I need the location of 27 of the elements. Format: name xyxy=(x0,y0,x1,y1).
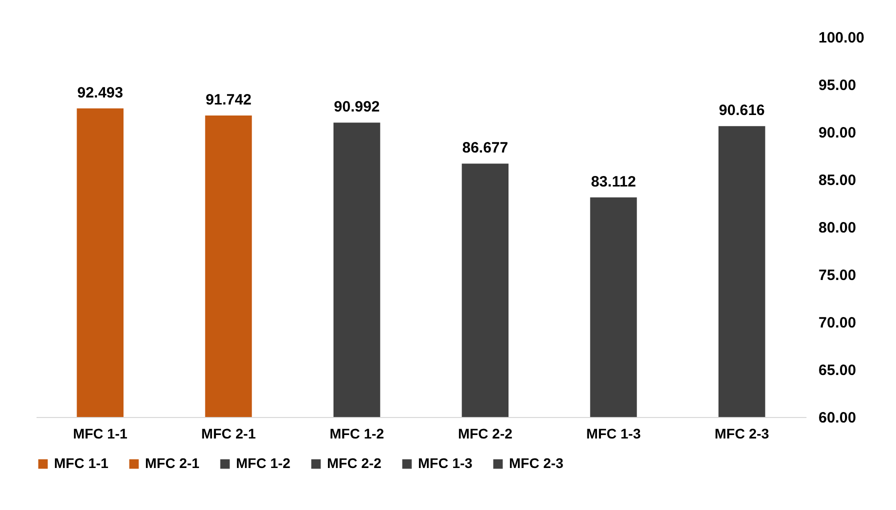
y-tick-label: 75.00 xyxy=(818,267,856,284)
y-tick-label: 95.00 xyxy=(818,77,856,94)
y-tick-label: 85.00 xyxy=(818,172,856,189)
y-tick-label: 60.00 xyxy=(818,410,856,426)
legend-label: MFC 1-3 xyxy=(418,455,473,471)
x-tick-label: MFC 2-2 xyxy=(458,426,513,442)
data-label: 86.677 xyxy=(462,140,508,157)
y-tick-label: 80.00 xyxy=(818,220,856,236)
legend-label: MFC 2-2 xyxy=(327,455,382,471)
x-tick-label: MFC 2-1 xyxy=(201,426,256,442)
legend-label: MFC 1-2 xyxy=(236,455,291,471)
x-tick-label: MFC 1-2 xyxy=(330,426,384,442)
x-tick-label: MFC 1-1 xyxy=(72,426,128,442)
legend-label: MFC 2-3 xyxy=(509,455,564,471)
x-tick-label: MFC 2-3 xyxy=(714,426,770,442)
data-label: 90.992 xyxy=(334,98,380,116)
legend-label: MFC 2-1 xyxy=(145,455,200,471)
y-tick-label: 65.00 xyxy=(818,362,856,379)
legend-label: MFC 1-1 xyxy=(54,455,109,471)
y-tick-label: 70.00 xyxy=(818,314,856,332)
data-label: 90.616 xyxy=(718,102,765,120)
data-label: 83.112 xyxy=(590,173,636,190)
y-tick-label: 100.00 xyxy=(818,30,864,46)
y-tick-label: 90.00 xyxy=(818,124,856,142)
data-label: 92.493 xyxy=(77,84,124,102)
x-tick-label: MFC 1-3 xyxy=(586,426,641,442)
data-label: 91.742 xyxy=(206,91,252,108)
